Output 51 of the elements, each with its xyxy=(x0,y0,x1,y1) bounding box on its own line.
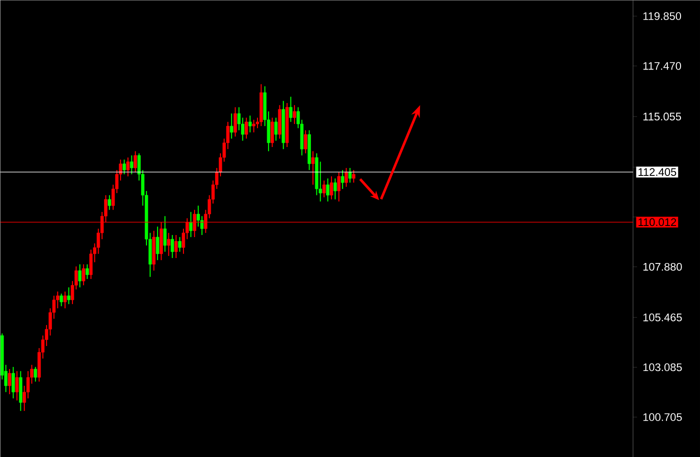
candlestick xyxy=(322,180,326,198)
ref-line-label: 112.405 xyxy=(638,168,676,176)
candlestick xyxy=(334,178,337,200)
candlestick xyxy=(234,106,237,137)
y-tick-label: 107.880 xyxy=(643,262,682,271)
candlestick xyxy=(230,112,234,140)
candlestick xyxy=(67,286,70,305)
y-tick-label: 105.465 xyxy=(643,313,682,322)
candlestick xyxy=(178,236,182,252)
candlestick xyxy=(289,96,292,122)
candlestick xyxy=(270,117,274,148)
candlestick xyxy=(78,264,82,288)
candlestick xyxy=(189,211,192,238)
candlestick xyxy=(311,150,315,186)
y-tick-label: 117.470 xyxy=(643,62,682,70)
candlestick xyxy=(130,154,134,175)
candlestick xyxy=(252,119,256,133)
candlestick xyxy=(8,368,12,395)
candlestick xyxy=(326,178,330,202)
candlestick xyxy=(244,117,248,140)
candlestick xyxy=(122,158,126,175)
candlestick xyxy=(34,366,38,382)
ref-line-label: 110.012 xyxy=(638,218,676,226)
candlestick xyxy=(86,264,89,280)
candlestick xyxy=(344,167,348,188)
candlestick xyxy=(12,366,15,399)
candlestick xyxy=(337,172,340,202)
y-tick-label: 100.705 xyxy=(643,413,682,421)
y-tick-label: 119.850 xyxy=(643,12,682,20)
candlestick xyxy=(170,234,174,258)
candlestick xyxy=(340,169,344,190)
candlestick xyxy=(292,104,296,124)
candlestick xyxy=(348,167,352,184)
candlestick xyxy=(126,156,130,177)
candlestick xyxy=(352,169,356,184)
candlestick xyxy=(134,150,137,173)
candlestick xyxy=(60,293,63,307)
candlestick xyxy=(156,226,160,261)
candlestick xyxy=(15,370,19,401)
candlestick xyxy=(330,176,334,200)
y-tick-label: 103.085 xyxy=(643,363,682,372)
candlestick xyxy=(63,290,67,309)
candlestick xyxy=(174,234,178,258)
candlestick xyxy=(163,216,167,252)
candlestick xyxy=(108,194,112,210)
candlestick xyxy=(274,117,278,142)
candlestick xyxy=(82,264,86,286)
candlestick xyxy=(167,232,170,256)
candlestick xyxy=(304,130,308,154)
candlestick xyxy=(248,115,252,133)
y-tick-label: 115.055 xyxy=(643,112,682,120)
